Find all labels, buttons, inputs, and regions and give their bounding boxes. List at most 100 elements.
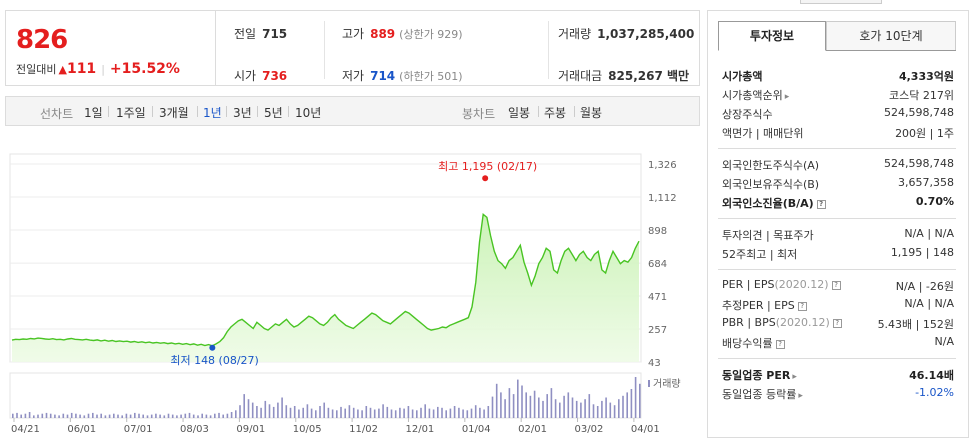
volume-bar <box>142 414 144 418</box>
volume-bar <box>285 405 288 418</box>
volume-bar <box>58 415 60 418</box>
arrow-right-icon: ▸ <box>792 372 797 382</box>
volume-bar <box>125 413 128 418</box>
volume-bar <box>218 412 220 418</box>
info-key-text: 동일업종 PER <box>722 369 791 382</box>
top-edge-button[interactable] <box>800 0 882 4</box>
volume-bar <box>150 414 153 418</box>
volume-bar <box>247 399 250 418</box>
period-3y[interactable]: 3년 <box>233 106 252 120</box>
volume-bar <box>361 410 363 418</box>
help-icon[interactable]: ? <box>797 301 807 311</box>
volume-bar <box>281 397 283 418</box>
volume-bar <box>323 402 325 418</box>
tab-investment-info[interactable]: 투자정보 <box>718 21 826 51</box>
info-value: 1,195 | 148 <box>890 246 954 259</box>
volume-bar <box>20 414 22 418</box>
x-tick-label: 09/01 <box>236 424 265 435</box>
volume-bar <box>192 414 195 418</box>
volume-bar <box>163 415 166 418</box>
volume-bar <box>445 410 447 418</box>
volume-bar <box>96 414 98 418</box>
info-key: 액면가 | 매매단위 <box>722 125 804 141</box>
amount-label: 거래대금 <box>558 69 603 83</box>
help-icon[interactable]: ? <box>775 339 785 349</box>
info-value: 3,657,358 <box>898 176 954 189</box>
volume-bar <box>100 413 102 418</box>
info-key[interactable]: 시가총액순위 ▸ <box>722 87 789 103</box>
volume-bar <box>521 385 523 418</box>
help-icon[interactable]: ? <box>816 199 826 209</box>
period-3m[interactable]: 3개월 <box>159 106 189 120</box>
volume-bar <box>176 415 178 418</box>
help-icon[interactable]: ? <box>831 280 841 290</box>
volume-bar <box>588 394 591 418</box>
volume-bar <box>575 400 578 418</box>
info-key: 시가총액 <box>722 68 762 84</box>
volume-bar <box>517 379 519 418</box>
info-key[interactable]: 동일업종 PER ▸ <box>722 367 797 383</box>
volume-bar <box>79 414 81 418</box>
volume-bar <box>596 406 599 418</box>
period-10y[interactable]: 10년 <box>295 106 322 120</box>
volume-bar <box>319 406 321 418</box>
candle-daily[interactable]: 일봉 <box>508 106 531 120</box>
volume-bar <box>315 410 317 418</box>
volume-bar <box>37 414 39 418</box>
divider <box>288 106 289 117</box>
volume-bar <box>302 407 304 419</box>
trade-amount: 거래대금 825,267 백만 <box>558 67 689 84</box>
info-row: 동일업종 PER ▸ 46.14배 <box>722 367 954 383</box>
price-area <box>12 214 639 362</box>
volume-bar <box>293 406 296 418</box>
volume-bar <box>167 413 170 418</box>
period-1w[interactable]: 1주일 <box>116 106 146 120</box>
help-icon[interactable]: ? <box>832 318 842 328</box>
x-tick-label: 01/04 <box>462 424 491 435</box>
info-value: N/A | N/A <box>904 297 954 310</box>
volume-bar <box>479 407 481 419</box>
candle-weekly[interactable]: 주봉 <box>544 106 567 120</box>
volume-bar <box>432 409 435 418</box>
divider <box>197 106 198 117</box>
info-key-text: 투자의견 | 목표주가 <box>722 229 814 242</box>
period-1d[interactable]: 1일 <box>84 106 103 120</box>
info-key: 외국인한도주식수(A) <box>722 157 819 173</box>
info-value: N/A <box>934 335 954 348</box>
volume-bar <box>134 412 136 418</box>
tab-order-book[interactable]: 호가 10단계 <box>826 21 956 51</box>
info-key[interactable]: 동일업종 등락률 ▸ <box>722 386 803 402</box>
arrow-right-icon: ▸ <box>798 391 803 401</box>
divider <box>574 106 575 117</box>
volume-label: 거래량 <box>558 27 592 41</box>
volume-bar <box>634 377 637 418</box>
info-value: 524,598,748 <box>884 157 954 170</box>
volume-bar <box>538 397 540 418</box>
info-key-text: 외국인소진율(B/A) <box>722 197 814 210</box>
volume-bar <box>458 407 460 419</box>
volume-bar <box>542 400 544 418</box>
y-tick-label: 1,112 <box>648 193 677 204</box>
volume-bar <box>155 413 157 418</box>
y-tick-label: 1,326 <box>648 160 677 171</box>
volume-bar <box>390 409 393 418</box>
info-key-text: 상장주식수 <box>722 108 773 121</box>
candle-monthly[interactable]: 월봉 <box>580 106 603 120</box>
volume-bar <box>571 397 574 418</box>
info-key: 52주최고 | 최저 <box>722 246 797 262</box>
volume-bar <box>235 410 237 418</box>
low-price: 저가 714 (하한가 501) <box>342 67 463 84</box>
volume-legend-label: 거래량 <box>653 378 681 390</box>
volume-bar <box>188 412 191 418</box>
volume-bar <box>108 414 111 418</box>
x-tick-label: 04/21 <box>11 424 40 435</box>
price-chart: 1,326 1,112 898 684 471 257 43 거래량 04/21 06/01 0… <box>5 126 700 438</box>
info-value: N/A | -26원 <box>895 280 954 293</box>
volume-bar <box>533 390 536 418</box>
info-value: 코스닥 217위 <box>889 89 954 102</box>
volume-bar <box>180 414 182 418</box>
volume-bar <box>437 406 439 418</box>
y-tick-label: 898 <box>648 226 667 237</box>
period-1y[interactable]: 1년 <box>203 106 222 120</box>
period-5y[interactable]: 5년 <box>264 106 283 120</box>
